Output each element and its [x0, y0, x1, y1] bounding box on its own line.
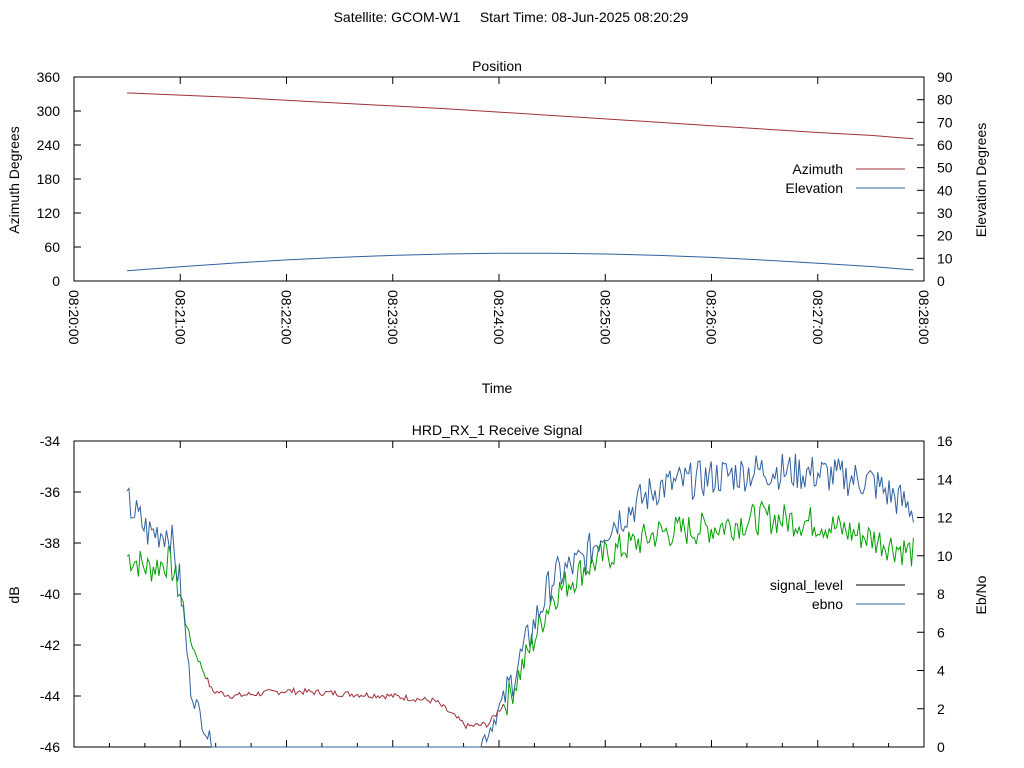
position-y2-tick-label: 0	[937, 273, 945, 289]
position-x-tick-label: 08:26:00	[704, 290, 720, 345]
legend-label-ebno: ebno	[812, 596, 843, 612]
position-y-tick-label: 360	[37, 69, 61, 85]
position-y2-tick-label: 80	[937, 92, 953, 108]
position-x-tick-label: 08:25:00	[597, 290, 613, 345]
position-y2-axis-label: Elevation Degrees	[973, 123, 989, 237]
series-line-signal-level	[502, 500, 914, 716]
legend-label-elevation: Elevation	[785, 180, 843, 196]
position-x-tick-label: 08:22:00	[279, 290, 295, 345]
position-y2-tick-label: 90	[937, 69, 953, 85]
position-y2-tick-label: 70	[937, 114, 953, 130]
signal-y2-tick-label: 0	[937, 739, 945, 755]
legend-label-azimuth: Azimuth	[792, 161, 843, 177]
position-y-tick-label: 180	[37, 171, 61, 187]
signal-y2-tick-label: 8	[937, 586, 945, 602]
position-chart-title: Position	[472, 58, 522, 74]
series-line-signal-level	[205, 677, 504, 730]
position-y2-tick-label: 50	[937, 160, 953, 176]
position-y-tick-label: 240	[37, 137, 61, 153]
signal-y2-tick-label: 2	[937, 701, 945, 717]
position-chart: Position 0 60 120 180 240 300 360 0 10 20 30 40 50 60…	[6, 58, 989, 396]
signal-y-tick-label: -38	[40, 535, 60, 551]
position-x-tick-label: 08:24:00	[491, 290, 507, 345]
signal-y-tick-label: -44	[40, 688, 60, 704]
main-title: Satellite: GCOM-W1 Start Time: 08-Jun-20…	[334, 9, 689, 25]
position-y-axis-label: Azimuth Degrees	[6, 126, 22, 233]
position-x-tick-label: 08:27:00	[810, 290, 826, 345]
signal-y2-tick-label: 12	[937, 510, 953, 526]
position-y2-tick-label: 10	[937, 250, 953, 266]
series-line-ebno	[126, 453, 914, 748]
position-y2-tick-label: 30	[937, 205, 953, 221]
position-y-tick-label: 120	[37, 205, 61, 221]
signal-y2-tick-label: 10	[937, 548, 953, 564]
signal-chart-title: HRD_RX_1 Receive Signal	[412, 422, 582, 438]
signal-y-tick-label: -36	[40, 484, 60, 500]
legend-label-signal-level: signal_level	[770, 577, 843, 593]
signal-y-tick-label: -34	[40, 433, 60, 449]
signal-y2-tick-label: 6	[937, 624, 945, 640]
signal-y-tick-label: -42	[40, 637, 60, 653]
series-line-elevation	[127, 252, 914, 272]
position-y-tick-label: 0	[52, 273, 60, 289]
position-x-tick-label: 08:20:00	[66, 290, 82, 345]
signal-plot-frame	[73, 440, 925, 748]
position-plot-frame	[73, 76, 925, 282]
signal-legend: signal_level ebno	[770, 577, 905, 612]
position-x-tick-label: 08:21:00	[172, 290, 188, 345]
position-y2-tick-label: 60	[937, 137, 953, 153]
signal-y2-tick-label: 4	[937, 663, 945, 679]
position-y-tick-label: 60	[44, 239, 60, 255]
signal-y2-axis-label: Eb/No	[973, 575, 989, 614]
position-x-tick-label: 08:23:00	[385, 290, 401, 345]
signal-y-tick-label: -40	[40, 586, 60, 602]
position-y2-tick-label: 40	[937, 182, 953, 198]
position-legend: Azimuth Elevation	[785, 161, 905, 196]
series-line-signal-level	[126, 546, 207, 680]
position-y2-tick-label: 20	[937, 228, 953, 244]
signal-y2-tick-label: 16	[937, 433, 953, 449]
signal-y-tick-label: -46	[40, 739, 60, 755]
position-x-axis-label: Time	[482, 380, 513, 396]
position-y-tick-label: 300	[37, 103, 61, 119]
signal-y-axis-label: dB	[6, 586, 22, 603]
receive-signal-chart: HRD_RX_1 Receive Signal -46 -44 -42 -40 -38 -…	[6, 422, 989, 755]
series-line-azimuth	[127, 92, 914, 140]
position-x-tick-label: 08:28:00	[916, 290, 932, 345]
signal-y2-tick-label: 14	[937, 471, 953, 487]
